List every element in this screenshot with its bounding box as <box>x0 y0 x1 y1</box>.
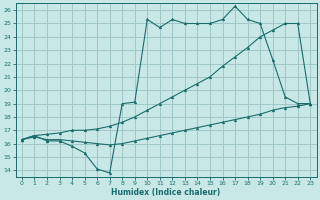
X-axis label: Humidex (Indice chaleur): Humidex (Indice chaleur) <box>111 188 221 197</box>
